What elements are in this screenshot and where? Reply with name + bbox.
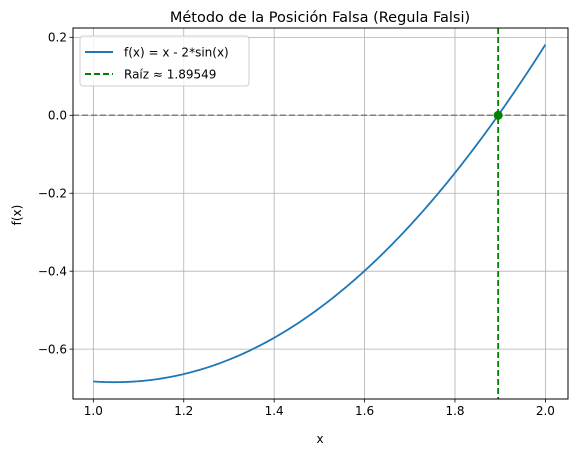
legend-label-curve: f(x) = x - 2*sin(x): [124, 46, 229, 60]
x-tick-label: 2.0: [536, 404, 555, 418]
y-tick-label: −0.2: [38, 187, 67, 201]
function-curve: [93, 44, 547, 384]
chart-title: Método de la Posición Falsa (Regula Fals…: [170, 10, 470, 26]
legend-box: [79, 35, 250, 87]
x-tick-label: 1.0: [84, 404, 103, 418]
x-tick-label: 1.6: [355, 404, 374, 418]
data-layer: [73, 28, 568, 399]
y-tick-label: 0.2: [48, 31, 67, 45]
y-tick-label: 0.0: [48, 109, 67, 123]
y-tick-label: −0.4: [38, 264, 67, 278]
legend: f(x) = x - 2*sin(x) Raíz ≈ 1.89549: [79, 35, 250, 87]
axes-frame: [72, 27, 569, 400]
x-tick-label: 1.2: [174, 404, 193, 418]
y-tick-label: −0.6: [38, 342, 67, 356]
x-tick-label: 1.8: [445, 404, 464, 418]
x-axis-label: x: [316, 432, 323, 446]
y-axis-label: f(x): [10, 205, 24, 226]
x-tick-label: 1.4: [265, 404, 284, 418]
legend-label-root: Raíz ≈ 1.89549: [124, 68, 216, 82]
root-marker: [493, 110, 503, 120]
tick-layer: 1.0 1.2 1.4 1.6 1.8 2.0 −0.6 −0.4 −0.2 0.0 0.2: [38, 31, 555, 418]
